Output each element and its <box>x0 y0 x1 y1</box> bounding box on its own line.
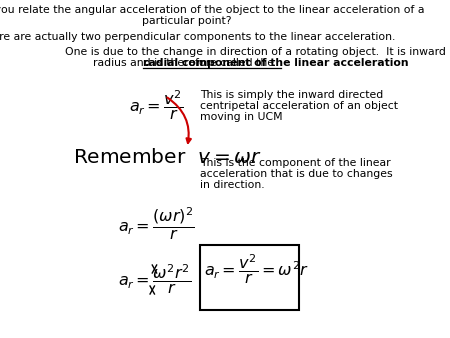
Text: .: . <box>145 58 149 68</box>
Text: particular point?: particular point? <box>142 16 232 26</box>
Text: $a_r = \dfrac{(\omega r)^2}{r}$: $a_r = \dfrac{(\omega r)^2}{r}$ <box>118 205 195 242</box>
Text: radial component of the linear acceleration: radial component of the linear accelerat… <box>143 58 409 68</box>
Text: in direction.: in direction. <box>200 180 264 190</box>
Text: $a_r = \dfrac{\omega^2 r^2}{r}$: $a_r = \dfrac{\omega^2 r^2}{r}$ <box>118 262 191 296</box>
Text: Remember  $v = \omega r$: Remember $v = \omega r$ <box>73 148 262 167</box>
Text: One is due to the change in direction of a rotating object.  It is inward direct: One is due to the change in direction of… <box>65 47 450 57</box>
Text: $a_r = \dfrac{v^2}{r}$: $a_r = \dfrac{v^2}{r}$ <box>129 88 183 122</box>
FancyBboxPatch shape <box>200 245 299 310</box>
Text: centripetal acceleration of an object: centripetal acceleration of an object <box>200 101 398 111</box>
Text: moving in UCM: moving in UCM <box>200 112 282 122</box>
Text: This is the component of the linear: This is the component of the linear <box>200 158 390 168</box>
Text: acceleration that is due to changes: acceleration that is due to changes <box>200 169 392 179</box>
Text: How do you relate the angular acceleration of the object to the linear accelerat: How do you relate the angular accelerati… <box>0 5 424 15</box>
Text: radius and is therefore called the: radius and is therefore called the <box>93 58 278 68</box>
Text: $a_r = \dfrac{v^2}{r} = \omega^2 r$: $a_r = \dfrac{v^2}{r} = \omega^2 r$ <box>203 252 309 286</box>
Text: There are actually two perpendicular components to the linear acceleration.: There are actually two perpendicular com… <box>0 32 395 42</box>
Text: This is simply the inward directed: This is simply the inward directed <box>200 90 383 100</box>
